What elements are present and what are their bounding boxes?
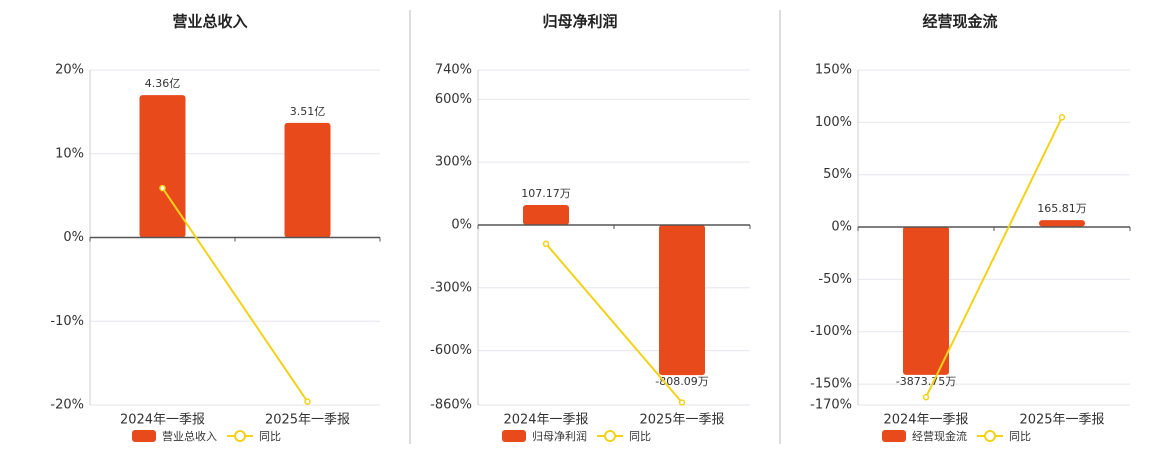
bar <box>523 205 569 225</box>
line-point <box>542 240 550 248</box>
y-tick-label: -600% <box>430 343 472 358</box>
legend-swatch <box>984 430 996 442</box>
y-tick-label: -150% <box>810 377 852 392</box>
y-tick-label: 0% <box>63 230 84 245</box>
bar <box>1039 220 1085 227</box>
line <box>161 187 309 403</box>
legend-label: 同比 <box>629 430 651 443</box>
x-tick-label: 2024年一季报 <box>503 413 588 428</box>
legend-swatch <box>604 430 616 442</box>
y-tick-label: -170% <box>810 398 852 413</box>
legend-label: 营业总收入 <box>162 429 217 443</box>
bar <box>903 226 949 375</box>
data-label: 3.51亿 <box>290 105 326 118</box>
y-tick-label: 600% <box>435 92 472 107</box>
chart-title: 经营现金流 <box>922 13 997 31</box>
legend-swatch <box>234 430 246 442</box>
data-label: 107.17万 <box>521 187 571 200</box>
data-label: 4.36亿 <box>145 77 181 90</box>
x-tick-label: 2025年一季报 <box>1019 413 1104 428</box>
y-tick-label: -860% <box>430 398 472 413</box>
y-tick-label: 300% <box>435 155 472 170</box>
y-tick-label: -300% <box>430 280 472 295</box>
y-tick-label: 0% <box>831 220 852 235</box>
x-tick-label: 2025年一季报 <box>639 413 724 428</box>
x-tick-label: 2024年一季报 <box>883 413 968 428</box>
y-tick-label: 20% <box>55 63 84 78</box>
data-label: -3873.75万 <box>896 375 956 388</box>
legend-label: 同比 <box>1009 430 1031 443</box>
legend-swatch <box>882 430 906 442</box>
chart-title: 营业总收入 <box>172 13 247 31</box>
line <box>925 116 1063 398</box>
y-tick-label: 740% <box>435 63 472 78</box>
y-tick-label: 0% <box>451 217 472 232</box>
y-tick-label: 50% <box>823 167 852 182</box>
data-label: -808.09万 <box>655 375 708 388</box>
y-tick-label: -100% <box>810 324 852 339</box>
line-point <box>1058 114 1066 121</box>
legend-label: 经营现金流 <box>912 429 967 443</box>
bar <box>659 224 705 376</box>
data-label: 165.81万 <box>1037 202 1087 215</box>
chart-title: 归母净利润 <box>542 13 617 31</box>
line-point <box>678 399 686 406</box>
y-tick-label: 100% <box>815 115 852 130</box>
y-tick-label: 10% <box>55 146 84 161</box>
y-tick-label: -50% <box>818 272 852 287</box>
y-tick-label: -20% <box>50 398 84 413</box>
x-tick-label: 2025年一季报 <box>265 413 350 428</box>
bar <box>284 122 331 238</box>
legend-label: 同比 <box>259 430 281 443</box>
y-tick-label: -10% <box>50 314 84 329</box>
bar <box>139 95 186 238</box>
line-point <box>922 393 930 401</box>
y-tick-label: 150% <box>815 63 852 78</box>
legend-swatch <box>502 430 526 442</box>
x-tick-label: 2024年一季报 <box>120 413 205 428</box>
line <box>545 243 683 404</box>
legend-label: 归母净利润 <box>532 429 587 443</box>
legend-swatch <box>132 430 156 442</box>
line-point <box>159 184 166 192</box>
line-point <box>304 398 311 405</box>
